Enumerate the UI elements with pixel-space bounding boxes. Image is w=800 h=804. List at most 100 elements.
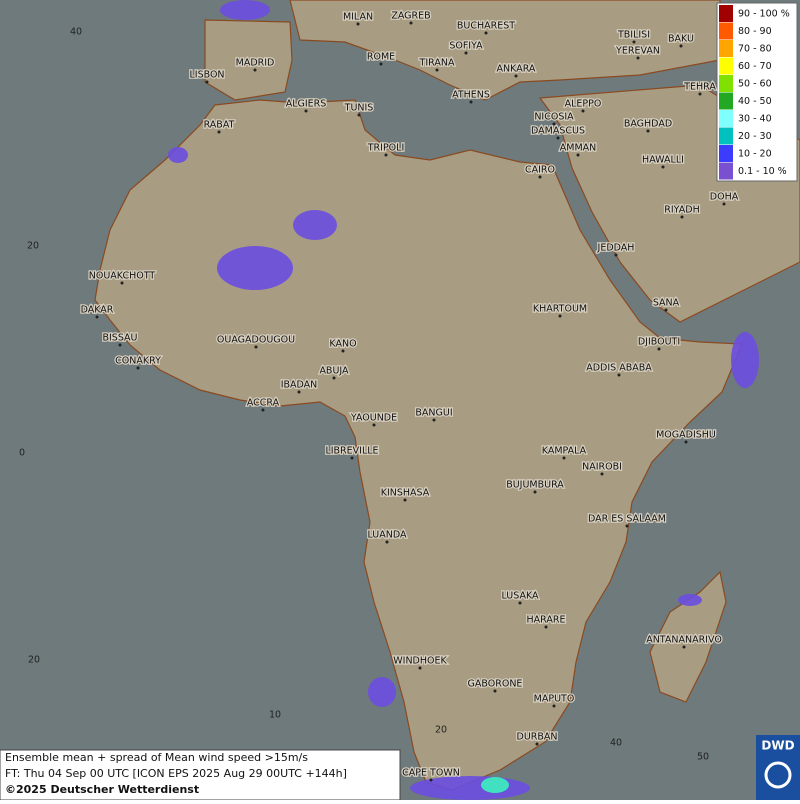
city-dot (518, 601, 522, 605)
city-label: OUAGADOUGOU (217, 335, 295, 346)
city-label: ALEPPO (565, 99, 602, 110)
city-label: JEDDAH (597, 243, 635, 254)
city-label: ROME (367, 52, 395, 63)
legend-swatch (719, 57, 733, 75)
city-label: TUNIS (344, 103, 374, 114)
city-label: LISBON (189, 70, 224, 81)
legend-swatch (719, 5, 733, 22)
city-dot (552, 704, 556, 708)
logo-bg (756, 735, 800, 800)
legend-label: 0.1 - 10 % (738, 166, 787, 177)
city-label: MOGADISHU (656, 430, 716, 441)
lat-label: 40 (70, 27, 82, 38)
footer-line: FT: Thu 04 Sep 00 UTC [ICON EPS 2025 Aug… (5, 767, 347, 780)
city-dot (614, 253, 618, 257)
city-label: HARARE (527, 615, 566, 626)
city-label: YAOUNDE (350, 413, 397, 424)
city-label: CAIRO (525, 165, 555, 176)
lat-label: 0 (19, 448, 25, 459)
city-label: MADRID (236, 58, 275, 69)
city-dot (372, 423, 376, 427)
city-label: YEREVAN (615, 46, 660, 57)
city-label: LUANDA (367, 530, 407, 541)
lon-label: 20 (435, 725, 447, 736)
legend-swatch (719, 145, 733, 162)
city-label: ALGIERS (286, 99, 327, 110)
city-label: CAPE TOWN (402, 768, 460, 779)
legend-label: 60 - 70 (738, 61, 772, 72)
city-label: DAKAR (81, 305, 114, 316)
legend-swatch (719, 92, 733, 110)
legend-label: 10 - 20 (738, 149, 772, 160)
city-label: ANKARA (497, 64, 536, 75)
city-dot (661, 165, 665, 169)
legend-swatch (719, 22, 733, 40)
city-dot (664, 308, 668, 312)
city-dot (120, 281, 124, 285)
city-dot (632, 40, 636, 44)
city-label: TRIPOLI (367, 143, 405, 154)
city-dot (379, 62, 383, 66)
city-dot (682, 645, 686, 649)
city-label: TIRANA (419, 58, 455, 69)
city-dot (493, 689, 497, 693)
city-dot (646, 129, 650, 133)
logo: DWD (761, 739, 794, 753)
city-label: ABUJA (319, 366, 349, 377)
lat-label: 20 (28, 655, 40, 666)
city-label: GABORONE (468, 679, 523, 690)
city-dot (118, 343, 122, 347)
legend: 90 - 100 % 80 - 90 70 - 80 60 - 70 50 - 60 40… (716, 2, 798, 182)
city-label: TEHRA (683, 82, 716, 93)
legend-label: 40 - 50 (738, 96, 772, 107)
legend-swatch (719, 40, 733, 57)
lon-label: 50 (697, 752, 709, 763)
city-label: AMMAN (560, 143, 597, 154)
city-dot (418, 666, 422, 670)
city-dot (535, 742, 539, 746)
city-label: DURBAN (517, 732, 558, 743)
city-dot (544, 625, 548, 629)
city-dot (384, 153, 388, 157)
city-label: DAR ES SALAAM (588, 514, 666, 525)
city-dot (657, 347, 661, 351)
city-label: BAGHDAD (624, 119, 672, 130)
city-label: KAMPALA (542, 446, 587, 457)
city-label: ZAGREB (391, 11, 430, 22)
city-dot (429, 778, 433, 782)
city-label: ANTANANARIVO (646, 635, 722, 646)
city-dot (533, 490, 537, 494)
city-dot (253, 68, 257, 72)
city-dot (217, 130, 221, 134)
city-dot (205, 80, 209, 84)
city-label: RIYADH (664, 205, 699, 216)
city-label: NOUAKCHOTT (89, 271, 156, 282)
city-label: RABAT (204, 120, 235, 131)
city-dot (625, 524, 629, 528)
city-dot (698, 92, 702, 96)
city-label: IBADAN (281, 380, 318, 391)
city-label: BUCHAREST (457, 21, 515, 32)
city-dot (297, 390, 301, 394)
city-dot (680, 215, 684, 219)
city-label: MAPUTO (534, 694, 575, 705)
city-dot (464, 51, 468, 55)
legend-label: 50 - 60 (738, 79, 772, 90)
city-label: NAIROBI (582, 462, 622, 473)
city-dot (684, 440, 688, 444)
city-label: BAKU (668, 34, 694, 45)
city-dot (636, 56, 640, 60)
legend-label: 20 - 30 (738, 131, 772, 142)
city-dot (254, 345, 258, 349)
city-dot (341, 349, 345, 353)
city-label: LIBREVILLE (325, 446, 378, 457)
city-label: WINDHOEK (393, 656, 447, 667)
city-label: NICOSIA (534, 112, 574, 123)
city-label: BANGUI (415, 408, 452, 419)
city-label: DAMASCUS (531, 126, 585, 137)
city-dot (552, 122, 556, 126)
city-dot (403, 498, 407, 502)
footer-line: Ensemble mean + spread of Mean wind spee… (5, 751, 308, 764)
city-dot (350, 456, 354, 460)
